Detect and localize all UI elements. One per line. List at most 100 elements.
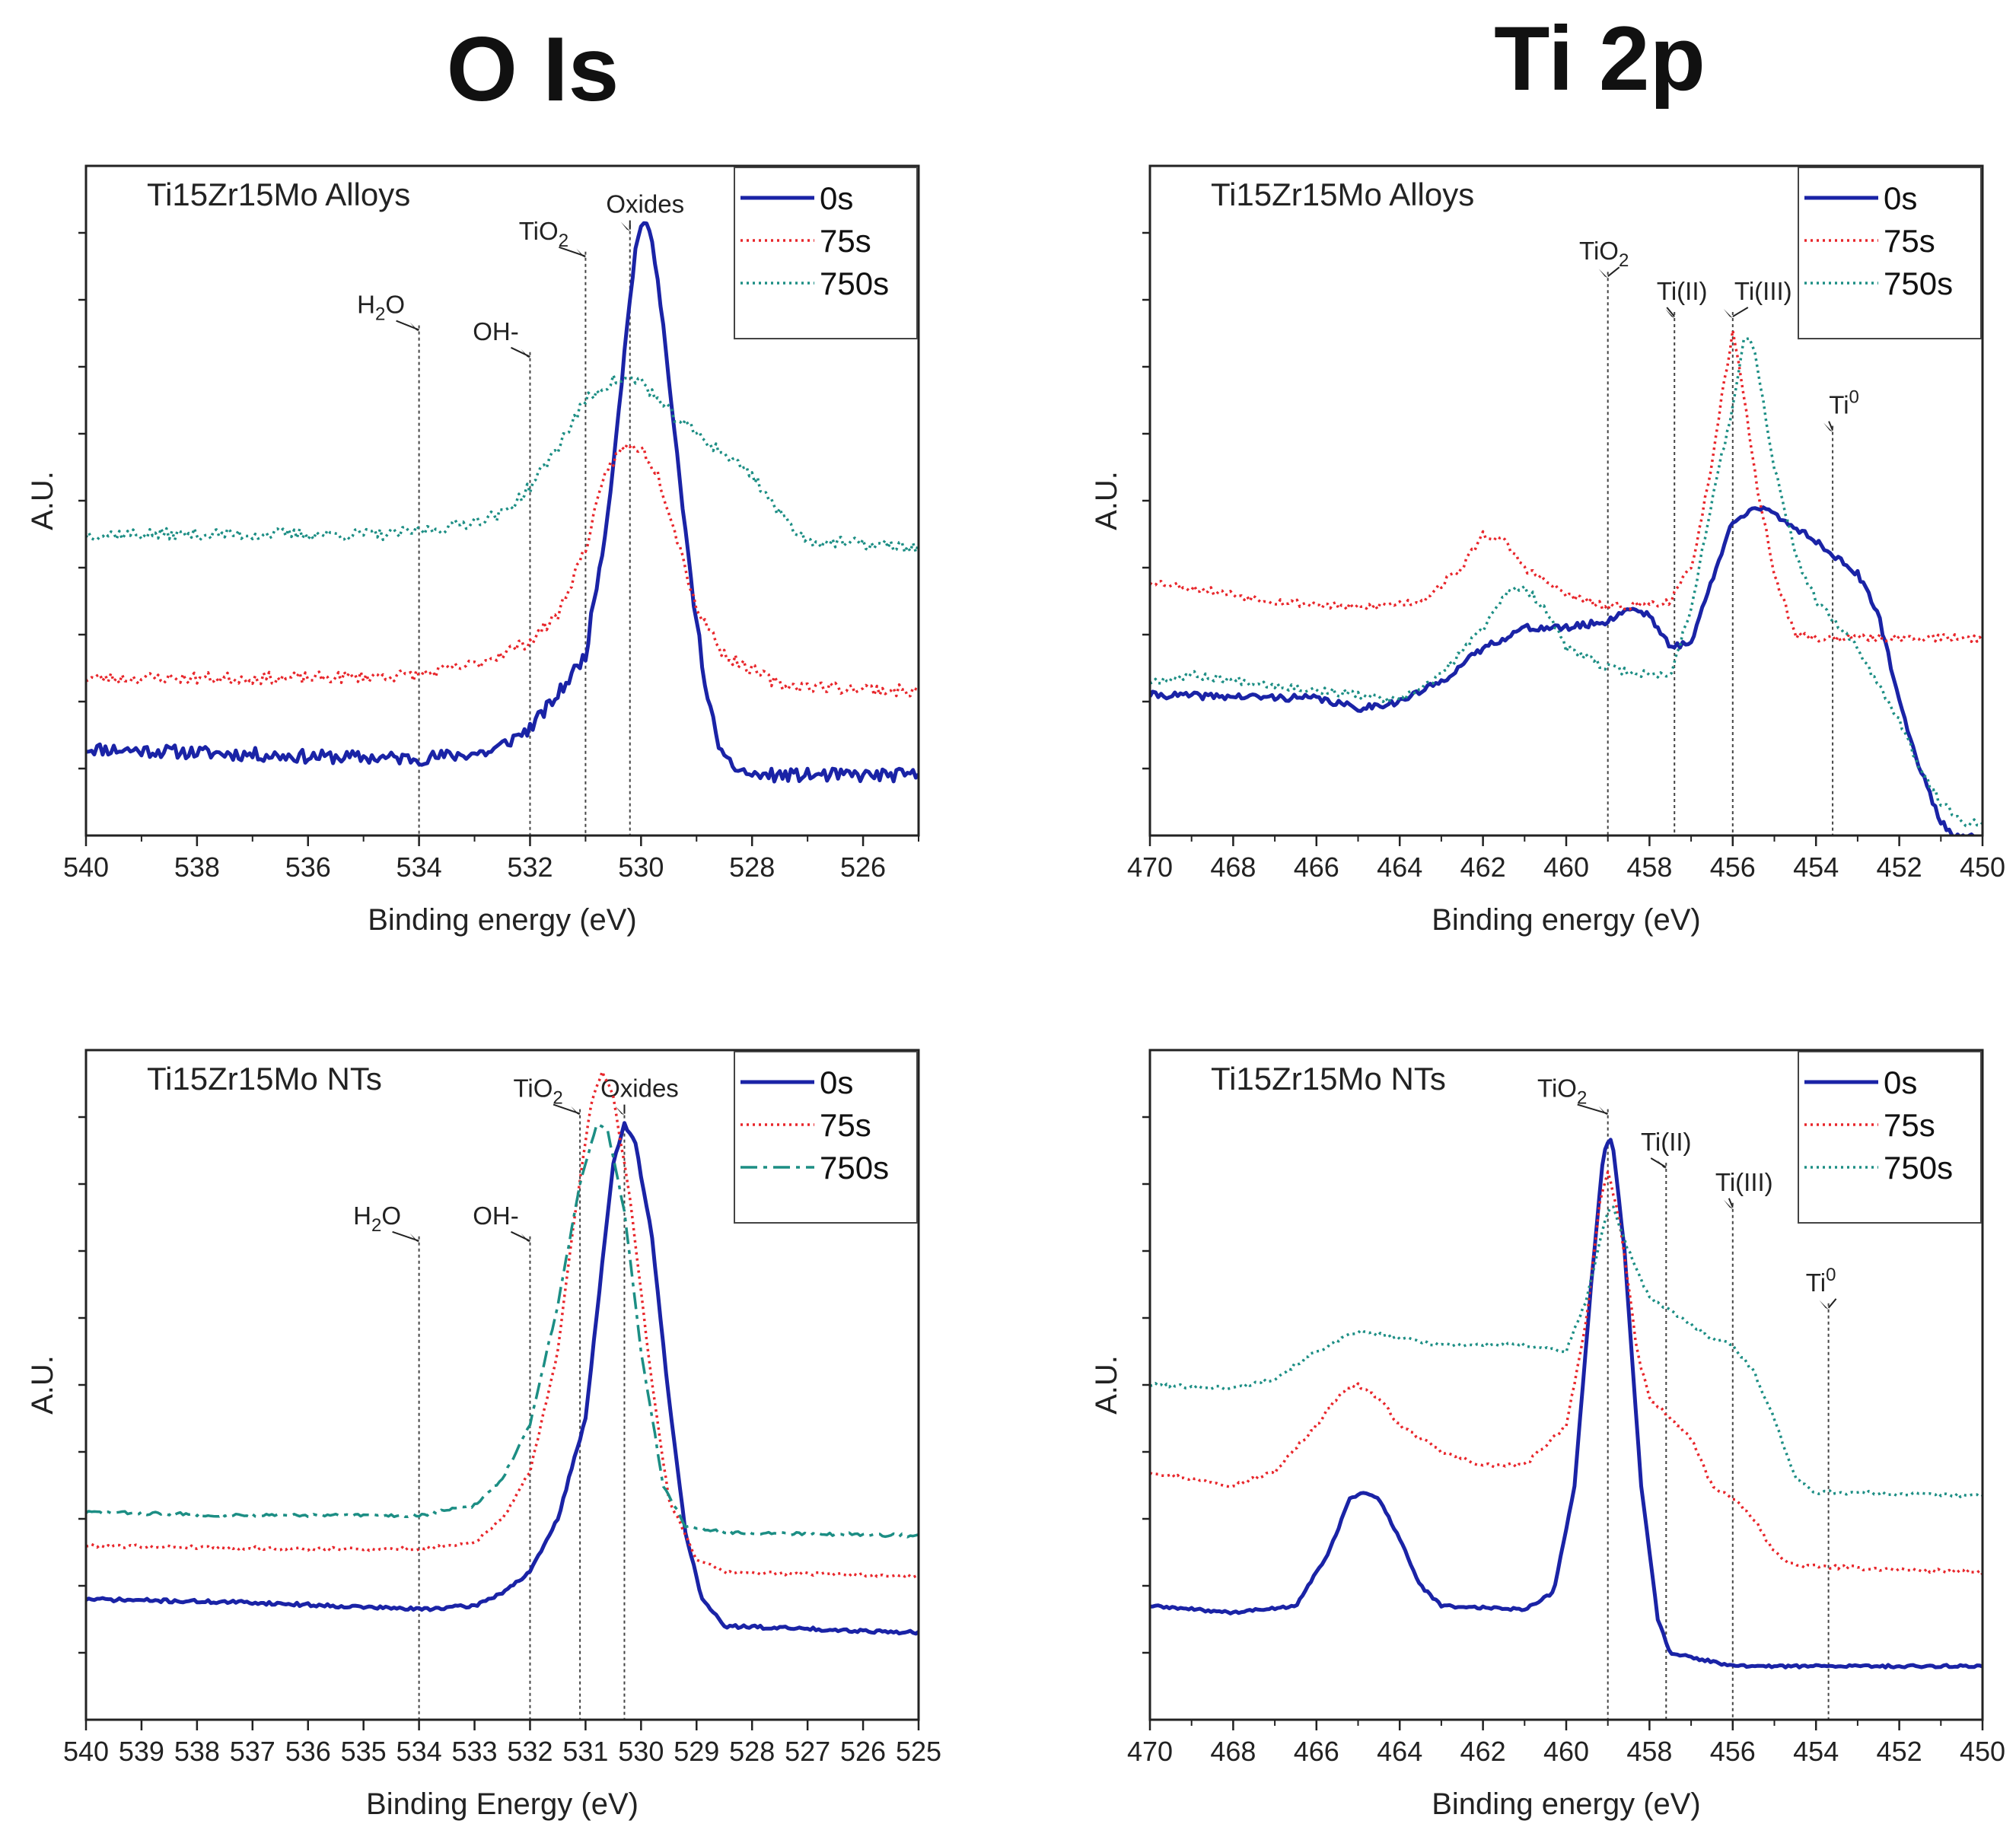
x-tick-label: 462 bbox=[1460, 851, 1506, 883]
annotation-arrowhead bbox=[620, 221, 630, 231]
annotation-tail: O bbox=[385, 291, 405, 319]
x-tick-label: 527 bbox=[785, 1736, 830, 1767]
x-tick-label: 540 bbox=[63, 851, 109, 883]
legend-label: 0s bbox=[820, 1065, 853, 1100]
annotation-label-3: TiO2 bbox=[519, 217, 568, 251]
annotation-label-1: TiO2 bbox=[1537, 1074, 1587, 1109]
annotation-text: OH- bbox=[473, 317, 519, 345]
legend: 0s 75s 750s bbox=[734, 167, 918, 339]
x-tick-label: 450 bbox=[1960, 1736, 2005, 1767]
legend-label: 75s bbox=[1884, 1107, 1935, 1143]
annotation-arrowhead bbox=[1598, 269, 1608, 279]
annotation-arrowhead bbox=[615, 1106, 625, 1116]
x-tick-label: 530 bbox=[618, 851, 664, 883]
annotation-arrow bbox=[1828, 421, 1834, 431]
x-tick-label: 454 bbox=[1793, 851, 1839, 883]
annotation-label-1: H2O bbox=[353, 1202, 401, 1236]
annotation-arrow bbox=[1732, 307, 1749, 317]
annotation-tail: O bbox=[381, 1202, 401, 1230]
x-tick-label: 534 bbox=[397, 851, 442, 883]
legend-label: 750s bbox=[820, 1150, 889, 1186]
annotation-text: H bbox=[357, 291, 375, 319]
annotation-text: TiO bbox=[519, 217, 559, 245]
annotation-arrow bbox=[559, 246, 586, 257]
annotation-subscript: 2 bbox=[559, 231, 568, 251]
x-tick-label: 466 bbox=[1294, 1736, 1339, 1767]
x-tick-label: 534 bbox=[397, 1736, 442, 1767]
x-tick-label: 536 bbox=[285, 1736, 331, 1767]
series-line-0s bbox=[1150, 1138, 1983, 1670]
annotation-arrow bbox=[511, 346, 530, 358]
y-axis-label: A.U. bbox=[26, 1355, 59, 1415]
x-tick-label: 528 bbox=[729, 851, 775, 883]
x-tick-label: 532 bbox=[507, 1736, 553, 1767]
annotation-text: Ti(III) bbox=[1715, 1168, 1773, 1196]
x-tick-label: 528 bbox=[729, 1736, 775, 1767]
panel-label: Ti15Zr15Mo NTs bbox=[1211, 1061, 1446, 1097]
annotation-label-2: OH- bbox=[473, 1202, 519, 1230]
x-tick-label: 452 bbox=[1877, 851, 1922, 883]
series-line-75s bbox=[86, 443, 919, 698]
legend-label: 0s bbox=[1884, 180, 1917, 216]
x-tick-label: 529 bbox=[674, 1736, 719, 1767]
annotation-arrowhead bbox=[571, 1106, 581, 1116]
column-title-ti2p: Ti 2p bbox=[1494, 8, 1705, 110]
annotation-arrowhead bbox=[1819, 1300, 1829, 1310]
annotation-label-1: TiO2 bbox=[1579, 237, 1629, 271]
x-tick-label: 538 bbox=[174, 851, 220, 883]
x-axis-label: Binding energy (eV) bbox=[1432, 1787, 1701, 1821]
annotation-arrow bbox=[553, 1103, 581, 1115]
x-tick-label: 458 bbox=[1626, 1736, 1672, 1767]
annotation-arrow bbox=[1650, 1157, 1667, 1168]
annotation-superscript: 0 bbox=[1826, 1265, 1836, 1285]
panel-label: Ti15Zr15Mo Alloys bbox=[1211, 177, 1474, 212]
x-tick-label: 462 bbox=[1460, 1736, 1506, 1767]
annotation-label-4: Ti0 bbox=[1806, 1265, 1836, 1297]
x-tick-label: 526 bbox=[840, 1736, 886, 1767]
annotation-label-3: TiO2 bbox=[513, 1074, 562, 1109]
annotation-text: TiO bbox=[513, 1074, 553, 1103]
x-tick-label: 530 bbox=[618, 1736, 664, 1767]
annotation-label-4: Ti0 bbox=[1829, 387, 1859, 419]
x-tick-label: 525 bbox=[896, 1736, 941, 1767]
annotation-text: H bbox=[353, 1202, 371, 1230]
annotation-text: Oxides bbox=[606, 190, 684, 218]
series-group bbox=[1150, 329, 1983, 836]
annotation-arrowhead bbox=[1723, 309, 1733, 318]
annotation-arrowhead bbox=[521, 349, 530, 358]
annotation-arrow bbox=[1827, 1298, 1837, 1309]
chart-panel-2: TiO2 Ti(II) Ti(III) Ti0 470 468 466 464 462 460 45… bbox=[1090, 164, 2005, 937]
x-axis-label: Binding energy (eV) bbox=[1432, 903, 1701, 937]
annotation-text: Ti(II) bbox=[1641, 1128, 1692, 1156]
legend: 0s 75s 750s bbox=[1798, 1051, 1982, 1224]
x-axis-label: Binding energy (eV) bbox=[368, 903, 637, 937]
x-tick-label: 470 bbox=[1127, 851, 1173, 883]
annotation-label-1: H2O bbox=[357, 291, 405, 325]
series-line-0s bbox=[86, 221, 919, 784]
x-tick-label: 531 bbox=[562, 1736, 608, 1767]
legend-label: 0s bbox=[820, 180, 853, 216]
legend-label: 75s bbox=[820, 1107, 871, 1143]
annotation-arrowhead bbox=[576, 248, 586, 258]
x-tick-label: 460 bbox=[1543, 1736, 1589, 1767]
annotation-arrow bbox=[511, 1230, 530, 1242]
x-tick-label: 532 bbox=[507, 851, 553, 883]
annotation-subscript: 2 bbox=[371, 1215, 381, 1236]
annotation-arrow bbox=[1666, 307, 1675, 317]
x-tick-label: 539 bbox=[119, 1736, 164, 1767]
x-tick-label: 468 bbox=[1210, 851, 1256, 883]
series-group bbox=[1150, 1138, 1983, 1670]
chart-panel-4: TiO2 Ti(II) Ti(III) Ti0 470 468 466 464 462 460 45… bbox=[1090, 1049, 2005, 1821]
series-line-750s bbox=[1150, 336, 1983, 828]
annotation-arrow bbox=[392, 1230, 419, 1242]
series-line-750s bbox=[1150, 1205, 1983, 1498]
annotation-text: TiO bbox=[1579, 237, 1619, 265]
x-tick-label: 540 bbox=[63, 1736, 109, 1767]
annotation-arrow bbox=[1607, 266, 1620, 277]
x-tick-label: 468 bbox=[1210, 1736, 1256, 1767]
annotation-label-2: Ti(II) bbox=[1657, 277, 1708, 305]
legend-label: 0s bbox=[1884, 1065, 1917, 1100]
annotation-arrowhead bbox=[409, 322, 419, 332]
